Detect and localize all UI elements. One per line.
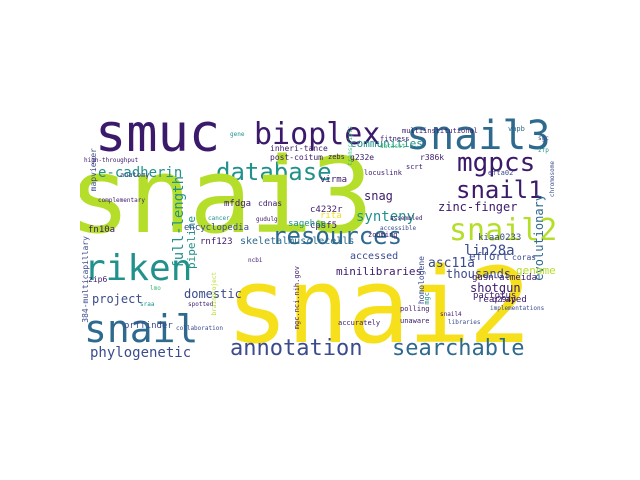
word-post-coitum: post-coitum (270, 153, 323, 162)
word-gudulg: gudulg (256, 216, 278, 223)
word-asc11a: asc11a (428, 256, 475, 271)
word-bioplex: bioplex (254, 117, 381, 152)
word-assembled: assembled (390, 215, 423, 222)
word-accessible: accessible (380, 225, 417, 232)
word-brainproject: brainproject (211, 272, 218, 316)
word-mgc-nci: mgc.nci.nih.gov (293, 266, 301, 330)
word-high-throughput: high-throughput (84, 157, 139, 164)
word-complementary: complementary (98, 197, 145, 204)
word-cpsf5: cpsf5 (310, 221, 338, 231)
word-lmo: lmo (150, 285, 161, 292)
word-mgc: mgc (423, 292, 431, 305)
word-zinc-finger: zinc-finger (438, 200, 518, 214)
word-cdnas: cdnas (258, 199, 283, 208)
word-accessed: accessed (350, 251, 399, 262)
word-snai3: snai3 (80, 135, 373, 257)
word-mfdga: mfdga (224, 199, 252, 209)
word-domestic: domestic (184, 287, 242, 301)
word-snail1: snail1 (456, 176, 543, 204)
word-sagehsp: sagehsp (288, 219, 326, 229)
word-q294p: q294p (492, 295, 517, 304)
word-encyclopedia: encyclopedia (184, 223, 250, 233)
word-snail3: snail3 (406, 113, 551, 159)
word-zooming: zooming (368, 231, 398, 239)
word-mapviewer: mapviewer (89, 148, 98, 192)
word-implementations: implementations (490, 305, 545, 312)
word-shotgun: shotgun (470, 281, 521, 295)
word-project: project (92, 292, 143, 306)
word-virma: virma (320, 175, 348, 185)
word-accurately: accurately (338, 319, 381, 327)
word-pactolus: pactolus (473, 291, 517, 301)
word-rita: rita (320, 211, 342, 221)
word-inheri-tance: inheri-tance (270, 144, 328, 153)
word-rearrayed: rearrayed (478, 295, 527, 305)
word-cloud: smuc bioplex snail3 mgpcs database snai3… (80, 106, 560, 373)
word-snag: snag (364, 189, 393, 203)
word-scrt: scrt (406, 163, 423, 171)
word-sgc: sgc (538, 135, 549, 142)
word-anatomy: anatomy (120, 171, 150, 179)
word-transcripts: transcripts (347, 126, 354, 166)
word-r386k: r386k (420, 153, 445, 162)
word-g232e: g232e (350, 153, 375, 162)
word-efta02: efta02 (488, 169, 514, 177)
word-searchable: searchable (392, 336, 525, 361)
word-zebs: zebs (328, 153, 345, 161)
word-polling: polling (400, 305, 430, 313)
word-gusn-almeida: gusn-almeida (472, 273, 538, 283)
word-e-cadherin: e-cadherin (98, 165, 183, 181)
word-resources: resources (272, 222, 403, 250)
word-rnf123: rnf123 (200, 237, 233, 247)
word-coras: coras (512, 253, 537, 262)
word-spotted: spotted (188, 301, 214, 308)
word-thousands: thousands (446, 267, 512, 281)
word-sraa: sraa (140, 301, 155, 308)
word-fitness: fitness (380, 135, 410, 143)
word-riken: riken (84, 248, 193, 289)
word-multiinstitutional: multiinstitutional (402, 127, 478, 135)
word-phylogenetic: phylogenetic (90, 345, 192, 361)
word-locuslink: locuslink (364, 169, 402, 177)
word-snail: snail (84, 307, 199, 351)
word-annotation: annotation (230, 336, 363, 361)
word-snail4: snail4 (440, 311, 462, 318)
word-lin28a: lin28a (464, 243, 515, 259)
word-fn10a: fn10a (88, 225, 116, 235)
word-ncbi: ncbi (248, 257, 263, 264)
word-smuc: smuc (95, 106, 221, 164)
word-communities: communities (350, 137, 423, 150)
word-chromosome: chromosome (549, 161, 556, 198)
word-unaware: unaware (400, 317, 430, 325)
word-c4232r: c4232r (310, 205, 343, 215)
word-mgpcs: mgpcs (457, 148, 536, 178)
word-libraries: libraries (448, 319, 481, 326)
word-zfp: zfp (538, 147, 549, 154)
word-cancer: cancer (208, 215, 230, 222)
word-effort: effort (469, 250, 509, 263)
word-minilibraries: minilibraries (336, 265, 423, 278)
word-dataset: dataset (380, 143, 406, 150)
word-gene: gene (230, 131, 245, 138)
word-vapb: vapb (508, 125, 525, 133)
word-orffinder: orffinder (124, 321, 173, 331)
word-kiaa0233: kiaa0233 (478, 233, 522, 243)
word-skeletalmusclecells: skeletalmusclecells (240, 236, 355, 247)
word-snail2: snail2 (449, 213, 558, 248)
word-zip6: zip6 (88, 275, 108, 284)
word-snai2: snai2 (226, 245, 531, 367)
word-genome: genome (516, 264, 556, 277)
word-collaboration: collaboration (176, 325, 223, 332)
word-synteny: synteny (356, 209, 416, 225)
word-database: database (216, 158, 332, 186)
